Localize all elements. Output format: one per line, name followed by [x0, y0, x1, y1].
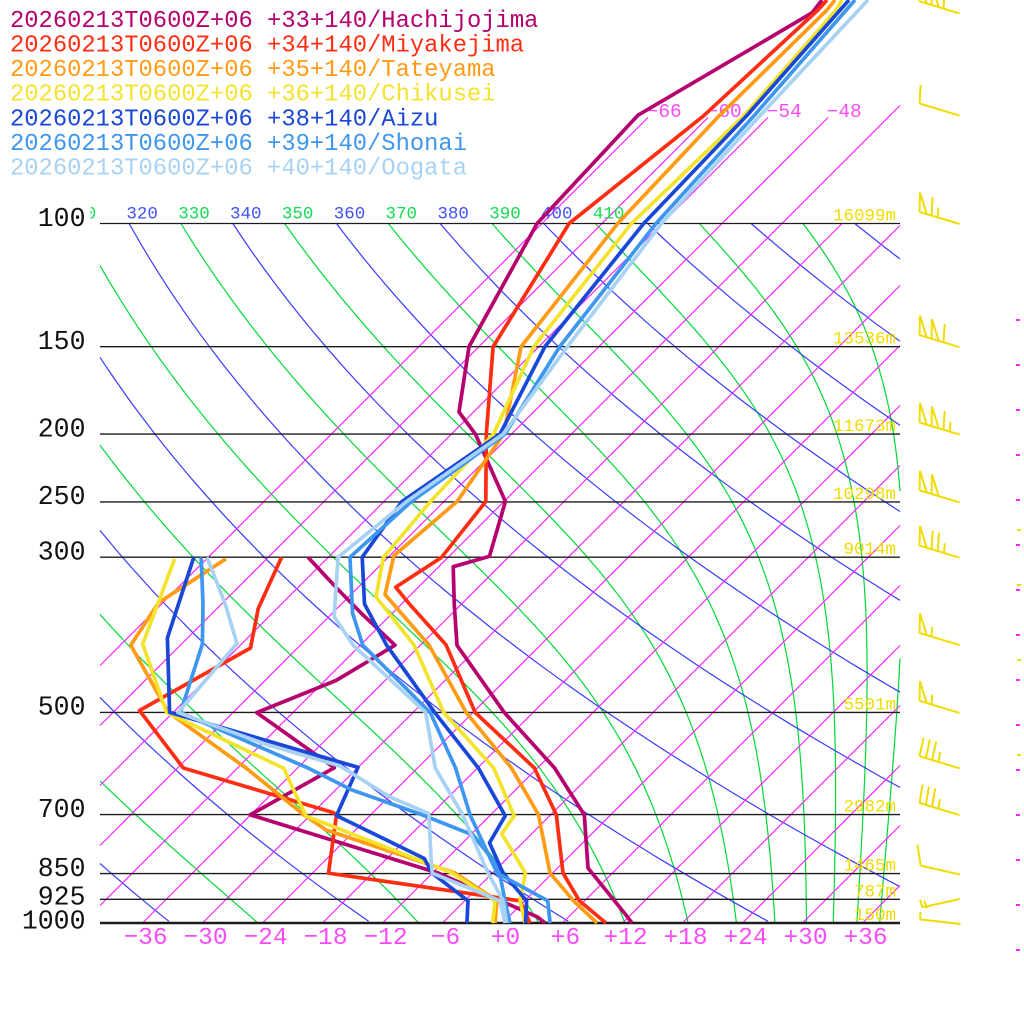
svg-text:320: 320 — [126, 205, 158, 225]
svg-text:+0: +0 — [491, 925, 520, 952]
svg-text:787m: 787m — [854, 882, 896, 902]
svg-text:+24: +24 — [723, 925, 767, 952]
svg-text:+12: +12 — [603, 925, 647, 952]
svg-text:2982m: 2982m — [843, 798, 896, 818]
svg-text:925: 925 — [38, 883, 86, 913]
svg-text:−66: −66 — [647, 101, 682, 123]
svg-text:250: 250 — [38, 482, 86, 512]
svg-text:+6: +6 — [551, 925, 580, 952]
svg-text:1000: 1000 — [22, 906, 86, 936]
svg-text:+36: +36 — [843, 925, 887, 952]
svg-text:410: 410 — [593, 205, 625, 225]
svg-text:+30: +30 — [783, 925, 827, 952]
svg-text:500: 500 — [38, 693, 86, 723]
svg-text:13536m: 13536m — [833, 330, 896, 350]
svg-text:20260213T0600Z+06 +40+140/Ooga: 20260213T0600Z+06 +40+140/Oogata — [10, 156, 467, 183]
svg-text:−12: −12 — [363, 925, 407, 952]
svg-text:+18: +18 — [663, 925, 707, 952]
svg-text:310: 310 — [65, 205, 97, 225]
svg-text:−30: −30 — [183, 925, 227, 952]
svg-text:20260213T0600Z+06 +35+140/Tate: 20260213T0600Z+06 +35+140/Tateyama — [10, 57, 496, 84]
svg-text:−6: −6 — [431, 925, 460, 952]
svg-text:200: 200 — [38, 414, 86, 444]
svg-text:20260213T0600Z+06 +38+140/Aizu: 20260213T0600Z+06 +38+140/Aizu — [10, 106, 438, 133]
svg-text:700: 700 — [38, 795, 86, 825]
svg-text:330: 330 — [178, 205, 210, 225]
svg-text:360: 360 — [334, 205, 366, 225]
svg-text:20260213T0600Z+06 +34+140/Miya: 20260213T0600Z+06 +34+140/Miyakejima — [10, 33, 524, 60]
svg-text:5501m: 5501m — [843, 695, 896, 715]
svg-text:−24: −24 — [243, 925, 287, 952]
svg-text:9014m: 9014m — [843, 540, 896, 560]
svg-text:340: 340 — [230, 205, 262, 225]
svg-text:300: 300 — [38, 538, 86, 568]
svg-text:100: 100 — [38, 204, 86, 234]
svg-text:20260213T0600Z+06 +33+140/Hach: 20260213T0600Z+06 +33+140/Hachijojima — [10, 8, 538, 35]
svg-text:390: 390 — [489, 205, 521, 225]
svg-text:−48: −48 — [827, 101, 862, 123]
svg-text:1465m: 1465m — [843, 857, 896, 877]
svg-text:16099m: 16099m — [833, 207, 896, 227]
svg-text:380: 380 — [437, 205, 469, 225]
svg-text:370: 370 — [386, 205, 418, 225]
svg-text:20260213T0600Z+06 +36+140/Chik: 20260213T0600Z+06 +36+140/Chikusei — [10, 82, 496, 109]
svg-text:850: 850 — [38, 854, 86, 884]
svg-text:11673m: 11673m — [833, 417, 896, 437]
svg-text:−54: −54 — [767, 101, 802, 123]
svg-text:150: 150 — [38, 327, 86, 357]
svg-text:350: 350 — [282, 205, 314, 225]
svg-text:20260213T0600Z+06 +39+140/Shon: 20260213T0600Z+06 +39+140/Shonai — [10, 131, 467, 158]
svg-text:−36: −36 — [123, 925, 167, 952]
svg-text:−18: −18 — [303, 925, 347, 952]
svg-text:150m: 150m — [854, 906, 896, 926]
svg-text:10298m: 10298m — [833, 485, 896, 505]
